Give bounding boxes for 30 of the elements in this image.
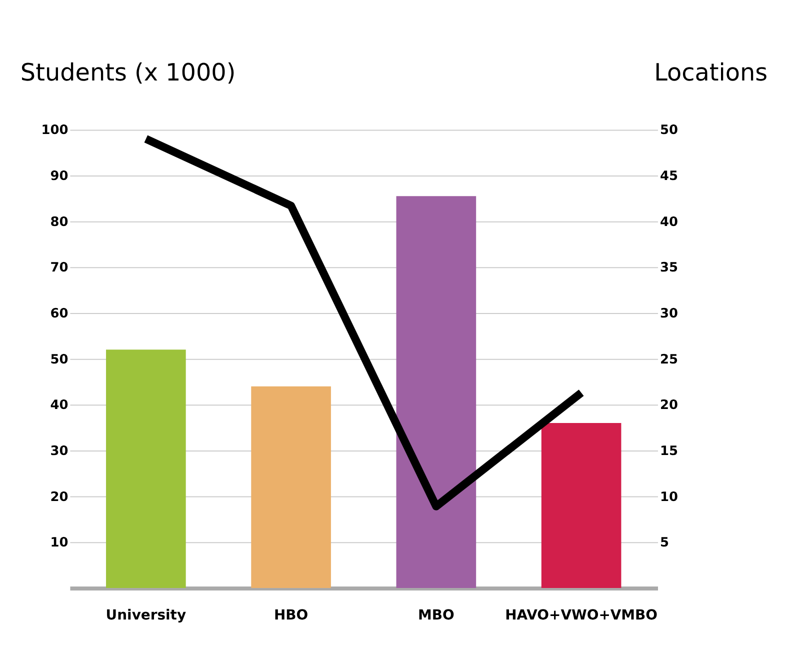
y2-axis-title: Locations xyxy=(654,58,768,86)
y2-tick-label: 35 xyxy=(660,260,678,276)
y-axis-title: Students (x 1000) xyxy=(20,58,236,86)
y-tick-label: 10 xyxy=(50,536,68,551)
y-tick-label: 40 xyxy=(50,398,68,414)
bar xyxy=(541,422,622,588)
y2-tick-label: 30 xyxy=(660,306,678,322)
y2-tick-label: 25 xyxy=(660,352,678,368)
x-tick-label: HBO xyxy=(274,607,308,624)
y2-tick-label: 20 xyxy=(660,398,678,414)
y2-tick-label: 40 xyxy=(660,214,678,230)
bar xyxy=(251,386,331,588)
y-tick-label: 100 xyxy=(41,123,68,138)
y-tick-label: 90 xyxy=(50,169,68,184)
y-tick-label: 30 xyxy=(50,444,68,459)
x-tick-label: University xyxy=(106,607,186,624)
y-tick-label: 80 xyxy=(50,214,68,230)
y-tick-label: 20 xyxy=(50,490,68,505)
bar xyxy=(106,350,186,588)
y2-tick-label: 15 xyxy=(660,444,678,459)
y2-tick-label: 5 xyxy=(660,536,669,551)
y-tick-label: 50 xyxy=(50,352,68,368)
bar xyxy=(396,196,476,588)
y2-tick-label: 45 xyxy=(660,169,678,184)
y-tick-label: 70 xyxy=(50,260,68,276)
y2-tick-label: 50 xyxy=(660,123,678,138)
y2-tick-label: 10 xyxy=(660,490,678,505)
y-tick-label: 60 xyxy=(50,306,68,322)
x-tick-label: HAVO+VWO+VMBO xyxy=(505,607,658,624)
x-tick-label: MBO xyxy=(418,607,454,624)
